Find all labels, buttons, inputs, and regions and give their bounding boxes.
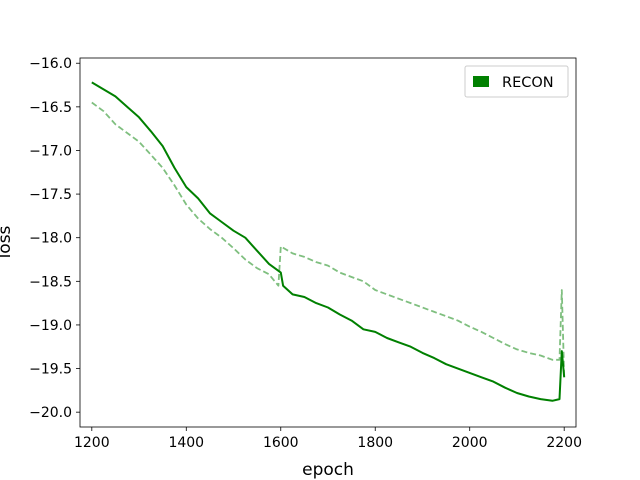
x-axis-ticks: 1200 1400 1600 1800 2000 2200: [74, 427, 582, 451]
x-tick-label: 2200: [546, 435, 582, 451]
x-tick-label: 1800: [357, 435, 393, 451]
y-tick-label: −16.0: [29, 56, 72, 72]
x-tick-label: 1200: [74, 435, 110, 451]
y-tick-label: −20.0: [29, 405, 72, 421]
legend-swatch-recon: [473, 76, 489, 87]
series-line-recon: [91, 81, 566, 402]
y-tick-label: −17.5: [29, 187, 72, 203]
x-tick-label: 2000: [452, 435, 488, 451]
series-line-recon-dashed: [91, 101, 566, 378]
y-tick-label: −17.0: [29, 143, 72, 159]
y-axis-ticks: −16.0 −16.5 −17.0 −17.5 −18.0 −18.5 −19.0 −19.5…: [29, 56, 80, 421]
x-tick-label: 1400: [168, 435, 204, 451]
x-tick-label: 1600: [263, 435, 299, 451]
legend-box: [464, 65, 569, 98]
y-tick-label: −19.0: [29, 318, 72, 334]
y-tick-label: −18.5: [29, 274, 72, 290]
legend: RECON: [464, 65, 569, 98]
y-tick-label: −18.0: [29, 231, 72, 247]
x-axis-label: epoch: [302, 460, 354, 480]
y-tick-label: −19.5: [29, 362, 72, 378]
legend-label-recon: RECON: [502, 75, 554, 91]
series-layer: [91, 81, 566, 402]
plot-frame: [79, 57, 577, 428]
y-tick-label: −16.5: [29, 100, 72, 116]
y-axis-label: loss: [0, 225, 15, 258]
